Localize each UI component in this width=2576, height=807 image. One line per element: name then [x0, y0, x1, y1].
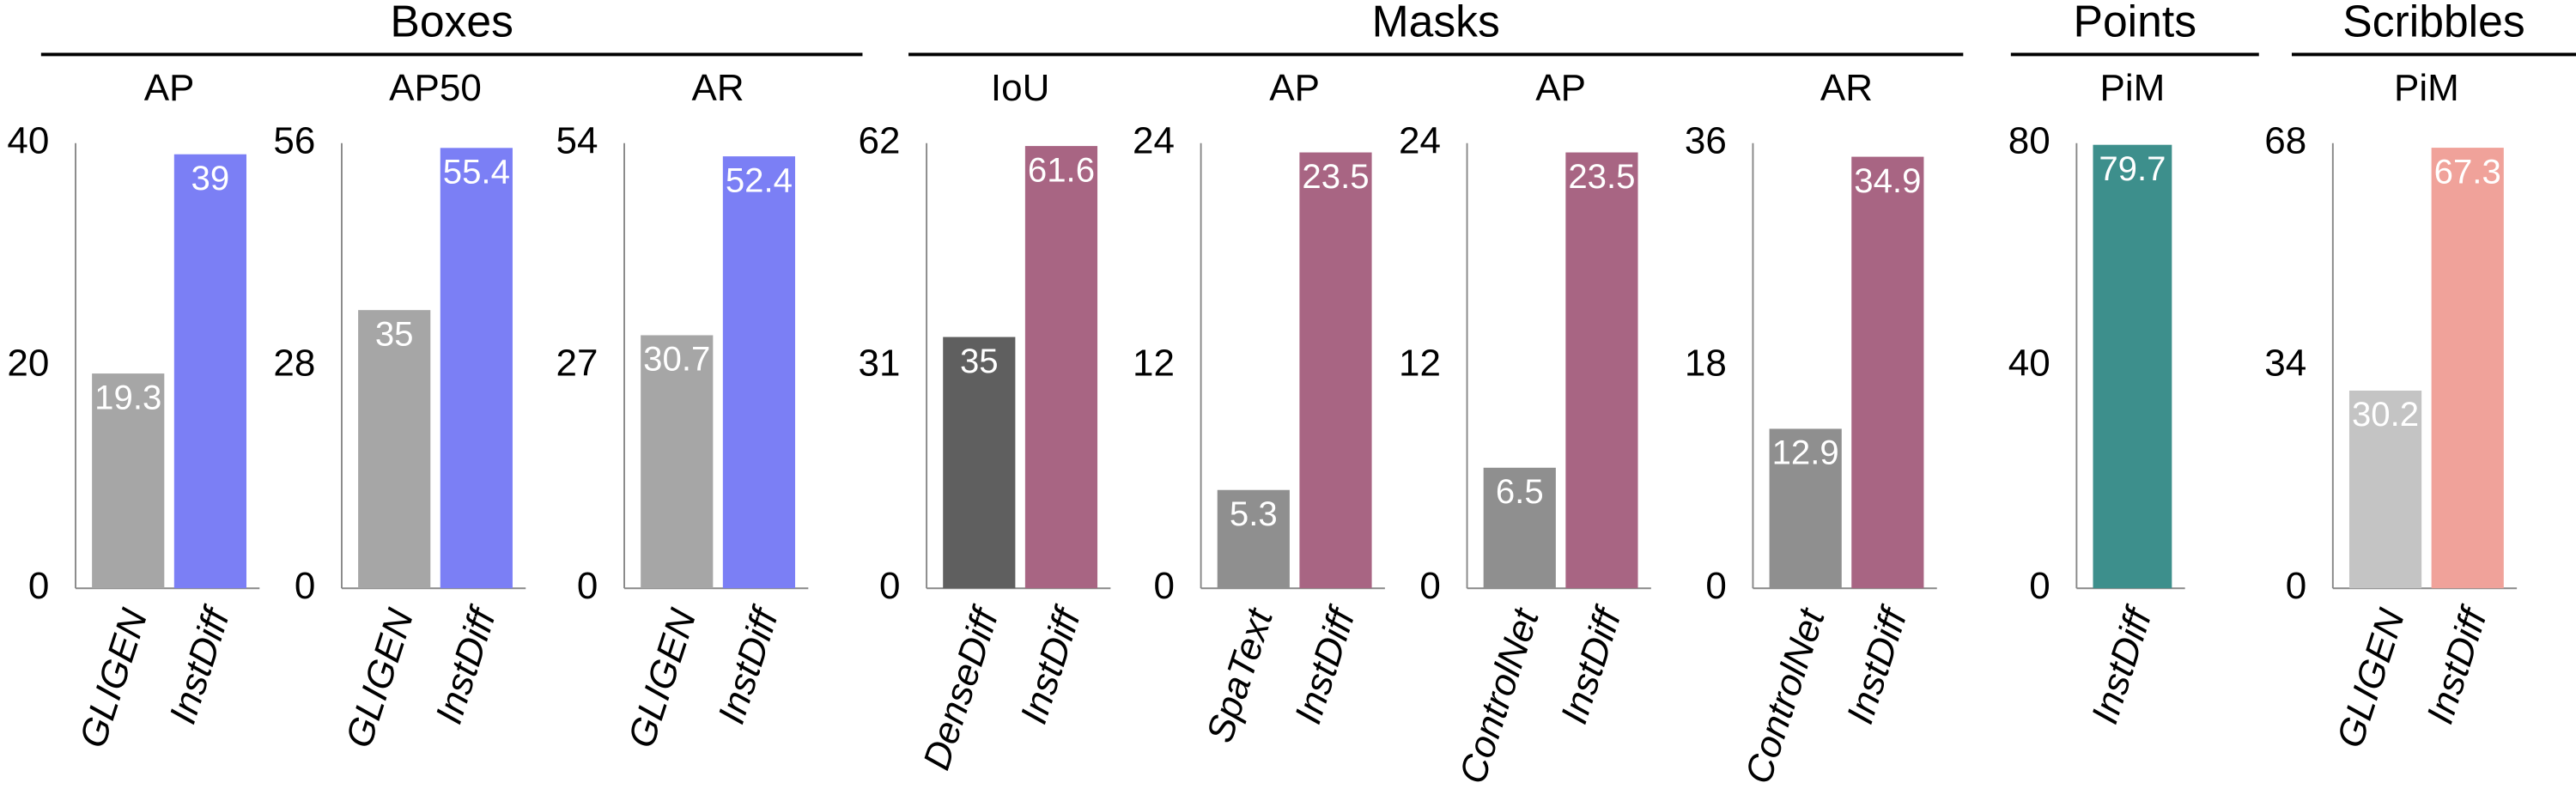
y-tick-label: 34	[2264, 343, 2306, 385]
subplot-title: AR	[692, 67, 744, 109]
subplot-title: AR	[1820, 67, 1873, 109]
y-tick-label: 0	[577, 565, 598, 607]
bar	[722, 156, 796, 589]
y-tick-label: 31	[859, 343, 901, 385]
x-tick-label: GLIGEN	[620, 604, 704, 752]
x-tick-label: SpaText	[1199, 603, 1282, 748]
x-tick-label: InstDiff	[1553, 600, 1631, 729]
bar	[2348, 390, 2422, 589]
y-tick-label: 40	[2008, 343, 2050, 385]
subplot-title: IoU	[991, 67, 1049, 109]
y-tick-label: 54	[556, 119, 598, 161]
x-tick-label: InstDiff	[2084, 600, 2161, 729]
y-tick-label: 28	[273, 343, 315, 385]
x-tick-label: InstDiff	[1012, 600, 1090, 729]
y-tick-label: 40	[7, 119, 49, 161]
y-tick-label: 80	[2008, 119, 2050, 161]
value-label: 30.2	[2352, 395, 2419, 434]
y-tick-label: 62	[859, 119, 901, 161]
bar	[2431, 148, 2504, 589]
group-title: Boxes	[390, 0, 513, 46]
x-tick-label: GLIGEN	[2329, 604, 2413, 752]
bar	[641, 335, 714, 589]
bar	[1851, 156, 1924, 589]
value-label: 52.4	[726, 161, 793, 199]
x-tick-label: DenseDiff	[915, 600, 1008, 774]
x-tick-label: GLIGEN	[337, 604, 422, 752]
y-tick-label: 0	[2029, 565, 2050, 607]
value-label: 34.9	[1854, 161, 1921, 200]
y-tick-label: 24	[1133, 119, 1175, 161]
y-tick-label: 0	[1419, 565, 1440, 607]
y-tick-label: 12	[1399, 343, 1441, 385]
subplot-title: AP	[1269, 67, 1320, 109]
value-label: 35	[375, 314, 414, 353]
bar	[1565, 152, 1638, 589]
group-title: Points	[2074, 0, 2197, 46]
bar	[1217, 489, 1290, 589]
y-tick-label: 56	[273, 119, 315, 161]
value-label: 35	[960, 342, 999, 380]
y-tick-label: 36	[1685, 119, 1727, 161]
x-tick-label: InstDiff	[1287, 600, 1364, 729]
y-tick-label: 24	[1399, 119, 1441, 161]
subplot-title: PiM	[2100, 67, 2166, 109]
subplot-title: PiM	[2394, 67, 2459, 109]
bar	[173, 154, 246, 589]
x-tick-label: InstDiff	[2419, 600, 2496, 729]
y-tick-label: 0	[1705, 565, 1726, 607]
x-tick-label: InstDiff	[1838, 600, 1916, 729]
y-tick-label: 0	[879, 565, 900, 607]
y-tick-label: 18	[1685, 343, 1727, 385]
bar	[358, 310, 431, 589]
y-tick-label: 20	[7, 343, 49, 385]
y-tick-label: 0	[2286, 565, 2306, 607]
bar	[1024, 146, 1098, 589]
x-tick-label: ControlNet	[1737, 603, 1833, 789]
value-label: 19.3	[94, 378, 161, 416]
value-label: 23.5	[1302, 157, 1369, 196]
value-label: 5.3	[1230, 495, 1278, 533]
value-label: 23.5	[1568, 157, 1635, 196]
subplot-title: AP	[144, 67, 195, 109]
bar	[440, 148, 513, 589]
bar	[943, 337, 1016, 589]
subplot-title: AP50	[389, 67, 482, 109]
y-tick-label: 12	[1133, 343, 1175, 385]
bar	[92, 373, 165, 589]
value-label: 12.9	[1772, 434, 1839, 472]
value-label: 55.4	[443, 153, 510, 191]
group-title: Masks	[1372, 0, 1500, 46]
value-label: 6.5	[1496, 472, 1544, 511]
y-tick-label: 0	[28, 565, 49, 607]
y-tick-label: 0	[1154, 565, 1175, 607]
x-tick-label: InstDiff	[161, 600, 239, 729]
subplot-title: AP	[1535, 67, 1586, 109]
x-tick-label: ControlNet	[1451, 603, 1547, 789]
value-label: 79.7	[2099, 149, 2166, 188]
value-label: 30.7	[643, 340, 710, 379]
x-tick-label: InstDiff	[428, 600, 505, 729]
y-tick-label: 27	[556, 343, 598, 385]
x-tick-label: InstDiff	[710, 600, 787, 729]
x-tick-label: GLIGEN	[71, 604, 155, 752]
y-tick-label: 0	[295, 565, 315, 607]
bar	[1299, 152, 1372, 589]
bar	[2093, 144, 2172, 589]
bar	[1483, 467, 1556, 589]
value-label: 39	[191, 159, 230, 197]
value-label: 67.3	[2434, 152, 2501, 191]
y-tick-label: 68	[2264, 119, 2306, 161]
value-label: 61.6	[1028, 150, 1095, 189]
group-title: Scribbles	[2342, 0, 2524, 46]
bar	[1769, 428, 1842, 589]
